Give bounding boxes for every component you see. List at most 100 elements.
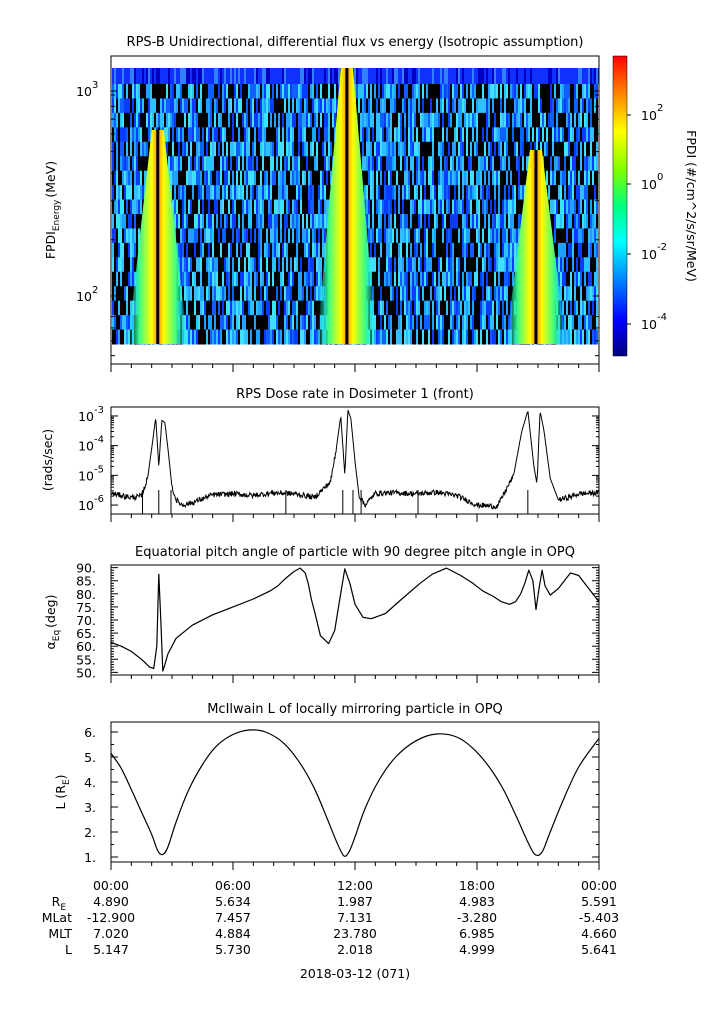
dose-ylabel: (rads/sec) <box>40 429 55 491</box>
ephemeris-row-L: L 5.147 5.730 2.018 4.999 5.641 <box>65 942 617 957</box>
x-axis-tick-labels: 00:00 06:00 12:00 18:00 00:00 <box>93 878 617 893</box>
spectrogram-y-tick-1000: 10 3 <box>76 80 599 99</box>
svg-text:23.780: 23.780 <box>333 926 377 941</box>
spectrogram-x-ticks <box>110 364 600 372</box>
lshell-y-ticks: 6. 5. 4. 3. 2. 1. <box>84 725 599 865</box>
dose-ytick-base: 10 <box>78 439 94 454</box>
svg-text:4.890: 4.890 <box>93 894 129 909</box>
dose-y-ticks: 10-310-410-510-6 <box>78 405 599 513</box>
pitch-ytick-label: 60. <box>76 639 96 654</box>
spectrogram-ytick-base: 10 <box>76 84 92 99</box>
colorbar-tick-1: 10 0 <box>627 172 663 192</box>
lshell-ytick-label: 5. <box>84 750 96 765</box>
lshell-ytick-label: 2. <box>84 825 96 840</box>
lshell-title: McIlwain L of locally mirroring particle… <box>207 702 503 717</box>
spectrogram-ytick-base: 10 <box>76 289 92 304</box>
lshell-ytick-label: 3. <box>84 800 96 815</box>
xtick-3: 18:00 <box>459 878 495 893</box>
spectrogram-y-tick-100: 10 2 <box>76 285 599 304</box>
pitch-ytick-label: 70. <box>76 613 96 628</box>
pitch-ytick-label: 80. <box>76 587 96 602</box>
lshell-ylabel: L (RE) <box>53 774 72 809</box>
svg-text:10: 10 <box>641 108 657 123</box>
svg-text:7.457: 7.457 <box>215 910 251 925</box>
ephemeris-row-MLT: MLT 7.020 4.884 23.780 6.985 4.660 <box>48 926 617 941</box>
pitch-ytick-label: 75. <box>76 600 96 615</box>
dose-ytick-base: 10 <box>78 409 94 424</box>
svg-text:1.987: 1.987 <box>337 894 373 909</box>
spectrogram-ylabel-sub: Energy <box>52 199 62 231</box>
ephemeris-row-MLat: MLat -12.900 7.457 7.131 -3.280 -5.403 <box>42 910 619 925</box>
svg-text:L: L <box>65 942 72 957</box>
date-label: 2018-03-12 (071) <box>300 966 410 981</box>
svg-text:10: 10 <box>641 247 657 262</box>
dose-x-ticks <box>110 514 600 522</box>
pitch-plot-area <box>110 567 600 672</box>
svg-text:(rads/sec): (rads/sec) <box>40 429 55 491</box>
lshell-x-ticks <box>110 862 600 870</box>
dose-series-line <box>110 409 600 510</box>
dose-ytick-base: 10 <box>78 468 94 483</box>
pitch-ytick-label: 90. <box>76 561 96 576</box>
svg-text:FPDI (#/cm^2/s/sr/MeV): FPDI (#/cm^2/s/sr/MeV) <box>684 130 699 282</box>
pitch-ytick-label: 85. <box>76 574 96 589</box>
spectrogram-ytick-exp: 3 <box>92 80 98 91</box>
colorbar <box>612 55 628 357</box>
svg-text:-5.403: -5.403 <box>579 910 619 925</box>
spectrogram-gap <box>345 68 349 344</box>
svg-text:-12.900: -12.900 <box>87 910 135 925</box>
xtick-2: 12:00 <box>337 878 373 893</box>
svg-text:5.641: 5.641 <box>581 942 617 957</box>
svg-text:2: 2 <box>657 103 663 114</box>
svg-text:RE: RE <box>52 894 67 913</box>
svg-text:4.999: 4.999 <box>459 942 495 957</box>
svg-text:MLat: MLat <box>42 910 72 925</box>
ephemeris-row-RE: RE 4.890 5.634 1.987 4.983 5.591 <box>52 894 617 913</box>
spectrogram-ytick-exp: 2 <box>92 285 98 296</box>
spectrogram-gap <box>534 150 538 344</box>
svg-text:4.983: 4.983 <box>459 894 495 909</box>
svg-text:0: 0 <box>657 172 663 183</box>
svg-text:L (RE): L (RE) <box>53 774 72 809</box>
pitch-y-ticks: 90.85.80.75.70.65.60.55.50. <box>76 561 599 680</box>
dose-title: RPS Dose rate in Dosimeter 1 (front) <box>236 387 474 402</box>
pitch-ylabel: αEq(deg) <box>43 595 62 650</box>
colorbar-tick-100: 10 2 <box>627 103 663 123</box>
pitch-x-ticks <box>110 675 600 683</box>
svg-text:4.660: 4.660 <box>581 926 617 941</box>
colorbar-tick-0.01: 10 -2 <box>627 242 667 262</box>
colorbar-tick-0.0001: 10 -4 <box>627 312 667 332</box>
svg-text:2.018: 2.018 <box>337 942 373 957</box>
svg-text:FPDIEnergy(MeV): FPDIEnergy(MeV) <box>43 161 62 259</box>
spectrogram-y-minor-ticks <box>111 94 599 357</box>
xtick-0: 00:00 <box>93 878 129 893</box>
svg-text:10: 10 <box>641 317 657 332</box>
dose-ytick-exp: -3 <box>94 405 104 416</box>
svg-text:-3.280: -3.280 <box>457 910 497 925</box>
svg-text:4.884: 4.884 <box>215 926 251 941</box>
xtick-1: 06:00 <box>215 878 251 893</box>
svg-text:5.634: 5.634 <box>215 894 251 909</box>
lshell-frame <box>110 721 600 863</box>
svg-text:6.985: 6.985 <box>459 926 495 941</box>
svg-text:7.131: 7.131 <box>337 910 373 925</box>
svg-text:5.591: 5.591 <box>581 894 617 909</box>
dose-plot-area <box>110 409 600 514</box>
svg-text:7.020: 7.020 <box>93 926 129 941</box>
xtick-4: 00:00 <box>581 878 617 893</box>
spectrogram-plot-area <box>112 68 599 345</box>
spectrogram-ylabel-unit: (MeV) <box>43 161 58 198</box>
svg-text:-2: -2 <box>657 242 667 253</box>
svg-text:αEq(deg): αEq(deg) <box>43 595 62 650</box>
spectrogram-ylabel: FPDIEnergy(MeV) <box>43 161 62 259</box>
svg-text:5.730: 5.730 <box>215 942 251 957</box>
dose-ytick-exp: -5 <box>94 464 104 475</box>
svg-text:-4: -4 <box>657 312 667 323</box>
dose-ytick-exp: -4 <box>94 435 104 446</box>
pitch-ytick-label: 50. <box>76 665 96 680</box>
lshell-ytick-label: 1. <box>84 850 96 865</box>
dose-ytick-exp: -6 <box>94 494 104 505</box>
pitch-ytick-label: 65. <box>76 626 96 641</box>
pitch-series-line <box>110 567 600 672</box>
